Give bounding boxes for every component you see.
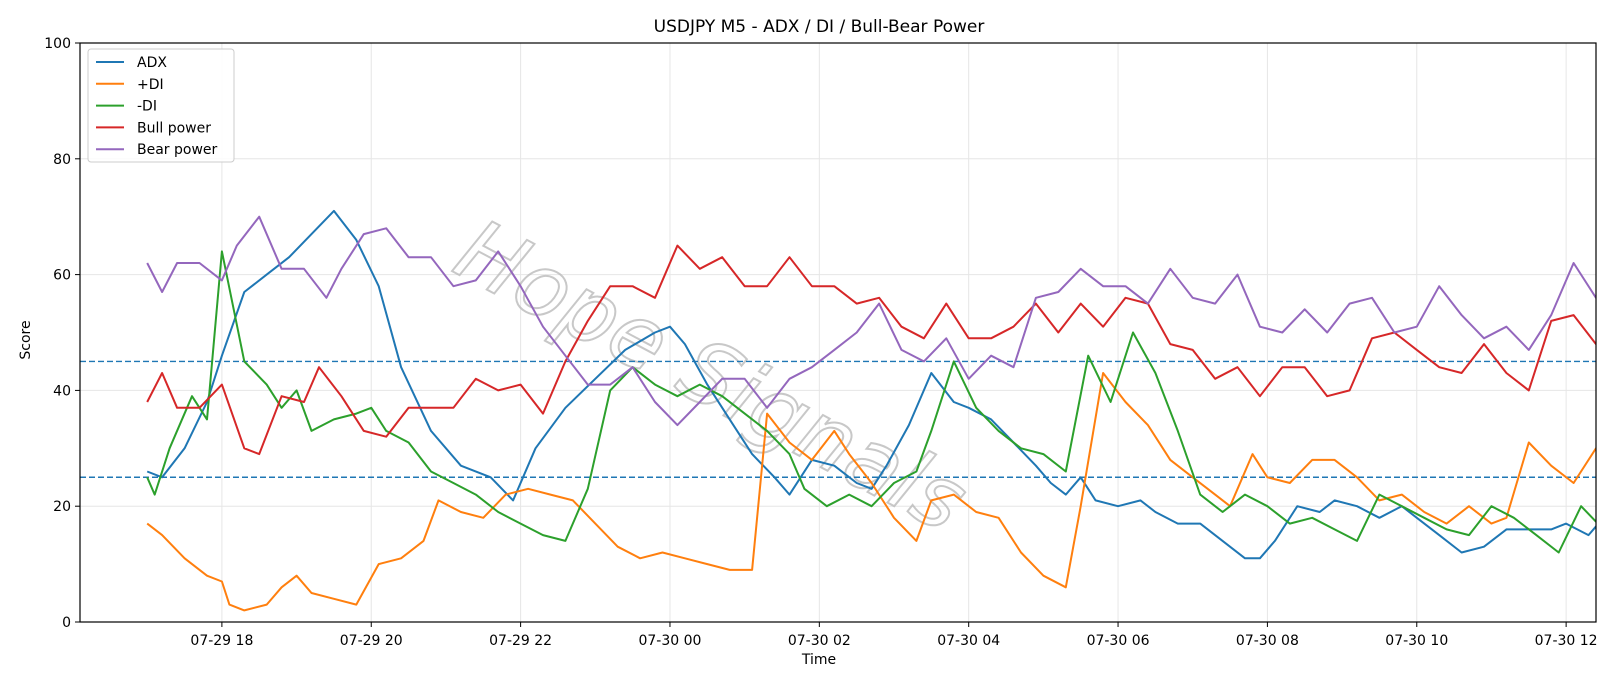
legend-label: -DI xyxy=(137,99,157,115)
x-tick-label: 07-30 00 xyxy=(638,633,701,649)
legend-label: Bear power xyxy=(137,142,218,158)
y-tick-label: 80 xyxy=(53,152,71,168)
x-tick-label: 07-29 18 xyxy=(190,633,253,649)
y-tick-label: 60 xyxy=(53,268,71,284)
y-axis-label: Score xyxy=(18,320,34,359)
y-tick-label: 20 xyxy=(53,499,71,515)
x-tick-label: 07-29 20 xyxy=(340,633,403,649)
y-tick-label: 0 xyxy=(62,615,71,631)
series-line-bear-power xyxy=(146,215,1596,427)
series-layer xyxy=(146,209,1596,612)
legend-label: Bull power xyxy=(137,120,211,136)
y-tick-label: 100 xyxy=(44,36,71,52)
legend-label: ADX xyxy=(137,55,167,71)
watermark-text: Hope Signals xyxy=(440,200,982,552)
legend-box xyxy=(87,48,235,163)
legend-label: +DI xyxy=(137,77,164,93)
x-tick-label: 07-30 06 xyxy=(1087,633,1150,649)
x-tick-label: 07-30 12 xyxy=(1535,633,1598,649)
series-line-adx xyxy=(146,209,1596,560)
x-tick-label: 07-30 04 xyxy=(937,633,1000,649)
reference-lines xyxy=(80,360,1596,478)
series-line-di xyxy=(146,372,1596,612)
x-tick-label: 07-30 02 xyxy=(788,633,851,649)
plot-frame xyxy=(79,42,1597,623)
legend: ADX +DI -DI Bull power Bear power xyxy=(87,48,235,163)
x-axis-label: Time xyxy=(801,652,836,668)
y-axis-ticks: 0 20 40 60 80 100 xyxy=(44,36,80,631)
chart-title: USDJPY M5 - ADX / DI / Bull-Bear Power xyxy=(654,17,985,37)
series-line-di xyxy=(146,250,1596,554)
grid-lines xyxy=(80,42,1596,623)
x-axis-ticks: 07-29 18 07-29 20 07-29 22 07-30 00 07-30 02… xyxy=(190,622,1598,649)
x-tick-label: 07-30 10 xyxy=(1385,633,1448,649)
y-tick-label: 40 xyxy=(53,383,71,399)
watermark: Hope Signals xyxy=(439,199,983,553)
x-tick-label: 07-30 08 xyxy=(1236,633,1299,649)
x-tick-label: 07-29 22 xyxy=(489,633,552,649)
series-line-bull-power xyxy=(146,244,1596,456)
